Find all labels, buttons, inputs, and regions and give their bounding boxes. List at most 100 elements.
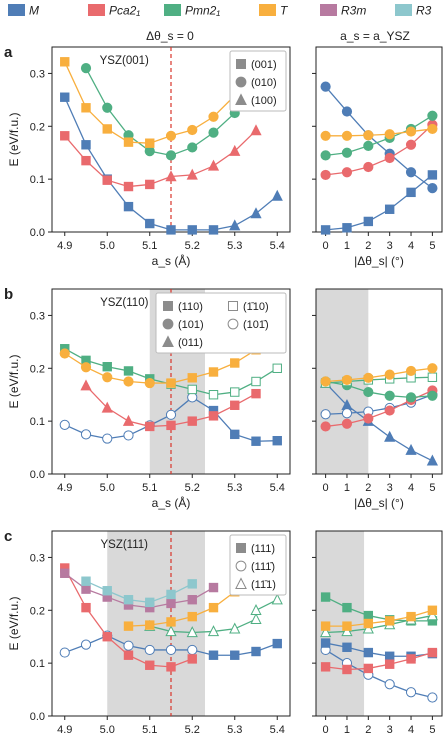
series-point-t xyxy=(123,137,134,147)
series-point-pca xyxy=(123,181,134,192)
xtick-label-right: 5 xyxy=(429,240,435,252)
series-point-m xyxy=(208,650,219,660)
series-point-pmn xyxy=(165,625,177,637)
x-axis-label-right: |Δθ_s| (°) xyxy=(354,254,404,268)
series-right-line-pca xyxy=(325,124,433,176)
xtick-label: 5.3 xyxy=(227,240,242,252)
orientation-legend-marker xyxy=(162,318,174,330)
series-right-point-pmn xyxy=(341,625,353,637)
series-right-point-pmn xyxy=(384,390,395,401)
series-right-point-t xyxy=(384,369,395,380)
orientation-legend-label: (1̄10) xyxy=(243,301,269,313)
series-point-m xyxy=(123,640,134,651)
series-right-point-pmn xyxy=(427,390,438,401)
series-right-point-t xyxy=(427,123,438,135)
series-right-point-t xyxy=(384,616,395,626)
ytick-label: 0.0 xyxy=(30,711,45,723)
xtick-label-right: 3 xyxy=(387,240,393,252)
series-right-point-pca xyxy=(406,654,416,664)
orientation-legend-marker xyxy=(235,93,247,105)
series-right-point-pca xyxy=(341,418,353,429)
xtick-label: 5.0 xyxy=(100,240,115,252)
series-point-pca xyxy=(123,650,134,660)
series-point-m xyxy=(251,436,261,446)
series-right-point-m xyxy=(320,409,331,420)
orientation-legend-marker xyxy=(235,76,247,88)
series-point-m xyxy=(123,430,134,441)
ytick-label: 0.2 xyxy=(30,605,45,617)
series-right-point-pca xyxy=(363,663,374,674)
xtick-label-right: 2 xyxy=(365,482,371,494)
series-right-point-pca xyxy=(363,413,374,424)
xtick-label-right: 2 xyxy=(365,240,371,252)
series-point-pca xyxy=(102,632,112,642)
series-point-m xyxy=(271,189,283,201)
series-right-point-m xyxy=(342,223,352,233)
orientation-legend xyxy=(155,292,287,354)
series-right-point-pmn xyxy=(319,626,332,638)
xtick-label-right: 4 xyxy=(408,724,414,735)
xtick-label-right: 0 xyxy=(323,724,329,735)
orientation-legend-marker xyxy=(236,59,246,69)
axes-frame-right xyxy=(315,46,443,233)
series-point-t xyxy=(81,103,91,113)
ytick-label: 0.0 xyxy=(30,227,45,239)
orientation-legend-marker xyxy=(228,301,238,311)
xtick-label: 5.4 xyxy=(270,724,285,735)
xtick-label: 5.0 xyxy=(100,482,115,494)
ytick-label: 0.3 xyxy=(30,552,45,564)
panel-title: YSZ(111) xyxy=(100,539,148,551)
series-right-point-m xyxy=(384,204,395,214)
series-right-point-t xyxy=(363,130,374,141)
series-right-line-t xyxy=(325,128,433,137)
series-point-r3 xyxy=(102,586,112,596)
ytick-label: 0.2 xyxy=(30,363,45,375)
series-right-point-t xyxy=(427,363,438,374)
series-right-point-m xyxy=(363,216,374,227)
ytick-label: 0.1 xyxy=(30,174,45,186)
series-point-pca xyxy=(60,131,70,141)
series-point-pca xyxy=(229,144,241,156)
series-right-point-pca xyxy=(384,405,395,416)
ytick-label: 0.2 xyxy=(30,121,45,133)
series-point-t xyxy=(145,620,155,630)
series-right-point-pmn xyxy=(427,372,438,382)
series-point-pmn xyxy=(187,142,198,153)
xtick-label-right: 0 xyxy=(323,240,329,252)
legend-label-r3m: R3m xyxy=(341,4,366,18)
legend-label-m: M xyxy=(29,4,39,18)
series-point-pmn xyxy=(165,150,177,161)
series-point-pca xyxy=(166,420,176,431)
series-point-t xyxy=(208,602,219,613)
series-right-point-pca xyxy=(384,152,395,164)
series-point-pca xyxy=(80,379,92,391)
series-point-m xyxy=(102,433,113,444)
series-point-r3 xyxy=(123,595,134,605)
series-right-point-t xyxy=(363,372,374,383)
xtick-label: 5.2 xyxy=(185,724,200,735)
y-axis-label: E (eV/f.u.) xyxy=(7,354,21,408)
ytick-label: 0.3 xyxy=(30,68,45,80)
series-point-pca xyxy=(230,400,240,410)
legend-label-pca: Pca2₁ xyxy=(109,4,140,18)
xtick-label: 5.2 xyxy=(185,240,200,252)
series-point-pmn xyxy=(208,127,219,138)
orientation-legend-label: (101) xyxy=(178,319,204,331)
x-axis-label: a_s (Å) xyxy=(152,253,191,268)
series-right-point-pca xyxy=(320,421,331,432)
series-point-t xyxy=(208,111,219,122)
series-right-point-t xyxy=(405,126,417,137)
xtick-label-right: 3 xyxy=(387,724,393,735)
series-point-m xyxy=(272,638,282,649)
orientation-legend-label: (110) xyxy=(178,301,203,313)
orientation-legend-marker xyxy=(236,543,246,553)
series-right-point-pmn xyxy=(363,386,374,398)
xtick-label: 5.1 xyxy=(142,724,157,735)
y-axis-label: E (eV/f.u.) xyxy=(7,596,21,650)
orientation-legend-label: (101̄) xyxy=(243,319,269,331)
series-right-point-t xyxy=(384,129,395,140)
orientation-legend-label: (001) xyxy=(251,59,277,71)
series-point-t xyxy=(187,611,197,622)
series-point-t xyxy=(59,348,70,359)
series-point-r3m xyxy=(187,595,197,605)
